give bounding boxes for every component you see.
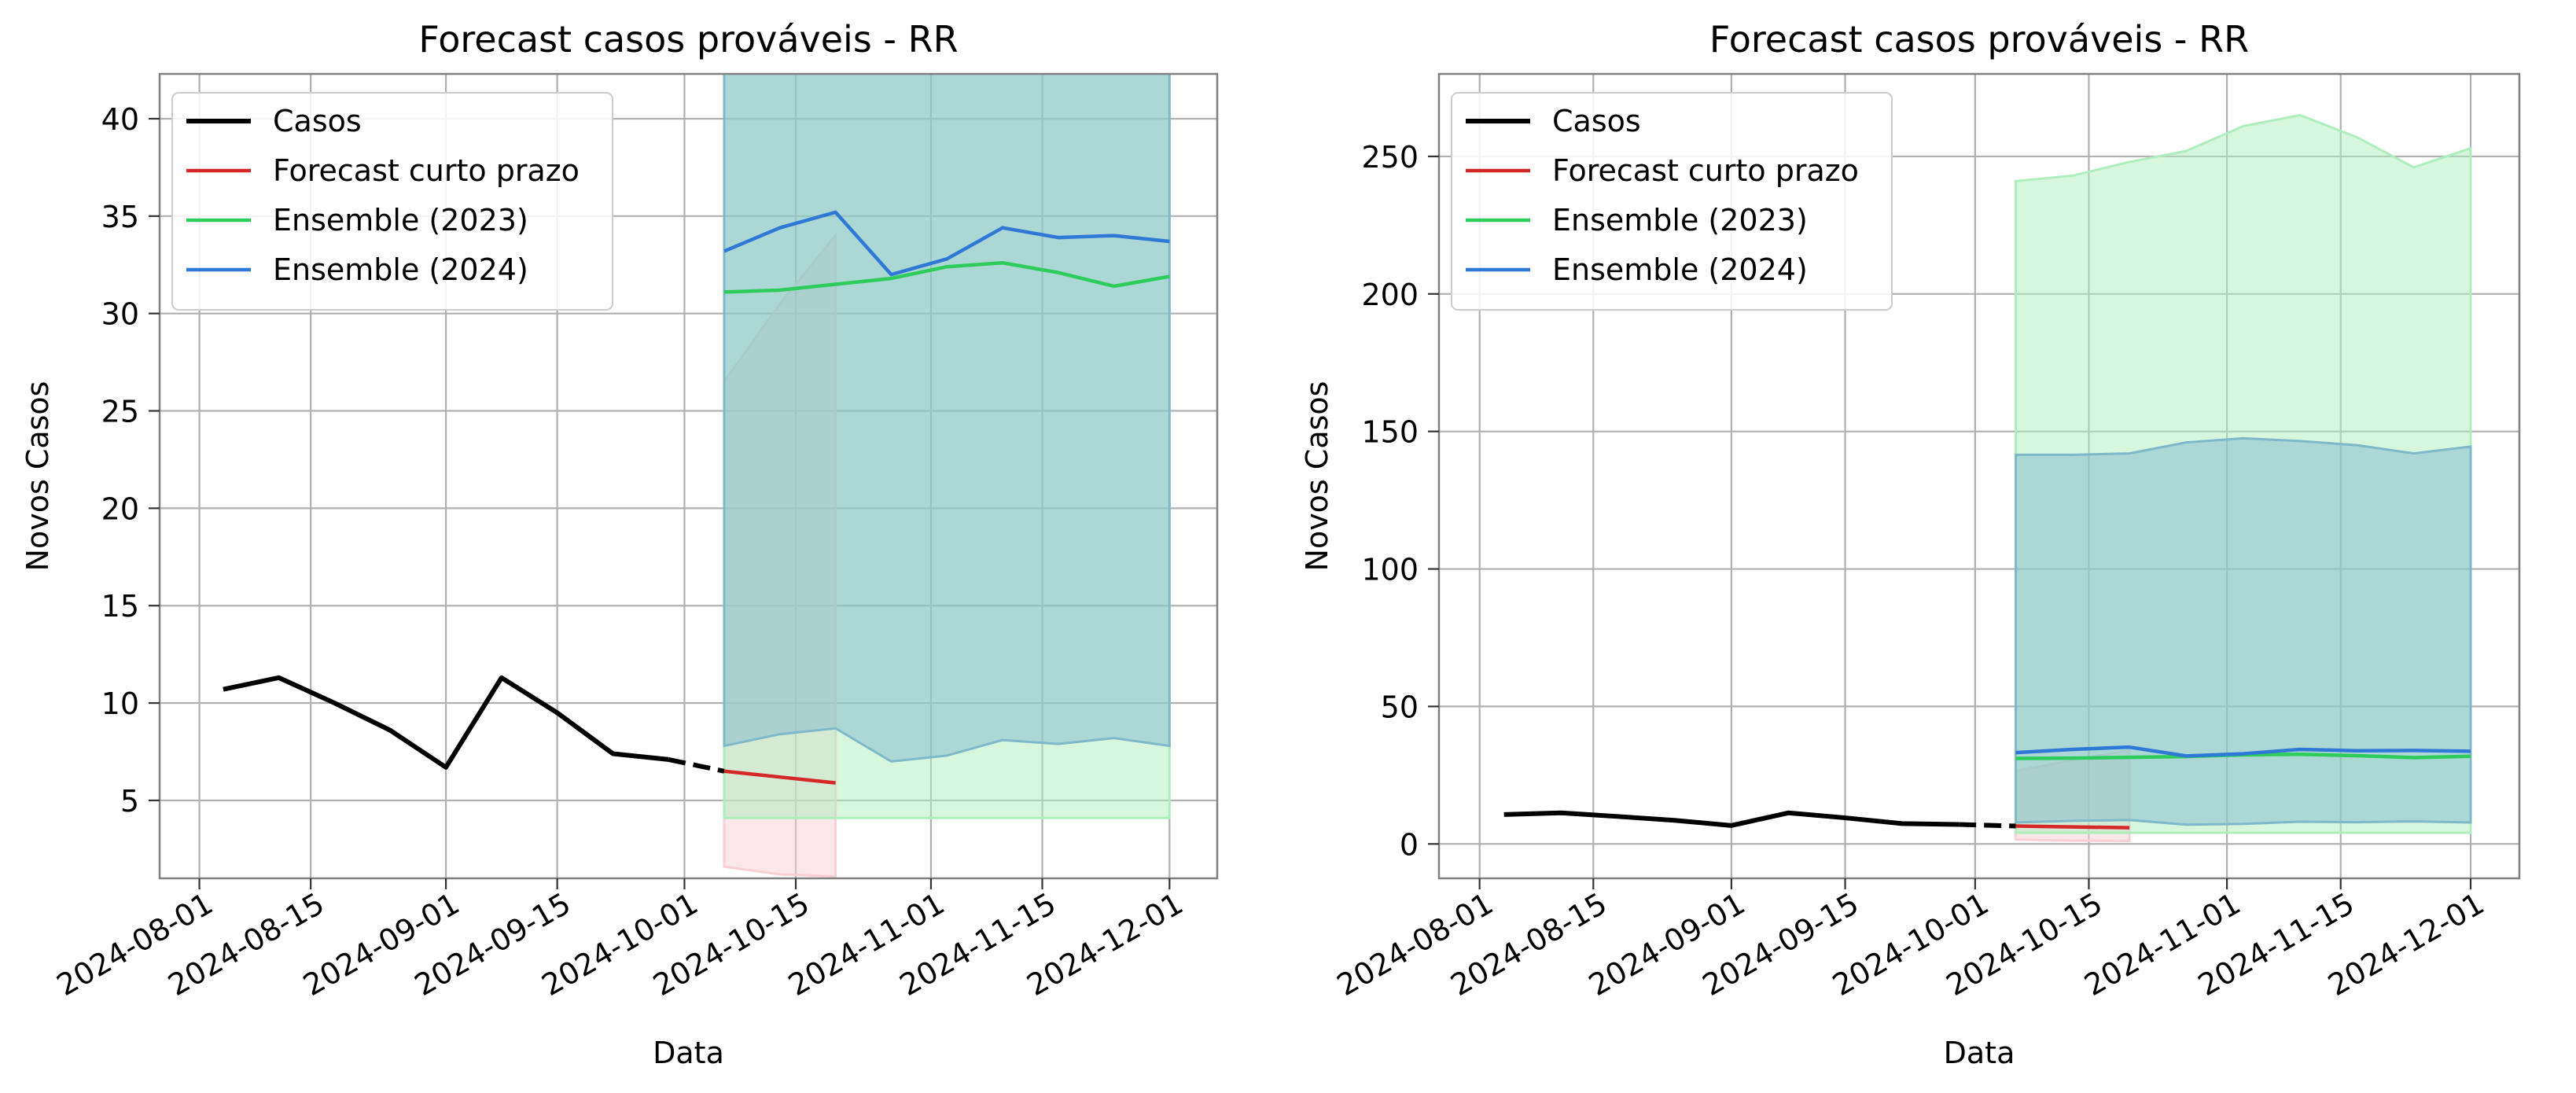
y-tick-label: 30 — [101, 297, 139, 332]
plot-frame — [158, 72, 1219, 880]
y-axis-label: Novos Casos — [1300, 381, 1334, 572]
series-line — [723, 210, 1170, 277]
y-axis-label: Novos Casos — [20, 381, 55, 572]
y-tick-label: 5 — [120, 784, 139, 819]
series-line — [723, 261, 1170, 294]
x-axis-label: Data — [653, 1036, 724, 1070]
legend-label: Forecast curto prazo — [1552, 153, 1859, 188]
confidence-band — [723, 74, 1171, 763]
series-line — [668, 756, 725, 774]
series-line — [2015, 824, 2130, 830]
legend-label: Forecast curto prazo — [273, 153, 580, 188]
x-axis-label: Data — [1944, 1036, 2015, 1070]
chart-title: Forecast casos prováveis - RR — [418, 18, 958, 61]
legend-label: Ensemble (2023) — [1552, 203, 1808, 237]
confidence-band — [2014, 436, 2472, 826]
y-tick-label: 25 — [101, 395, 139, 429]
legend-label: Casos — [1552, 104, 1641, 138]
series-line — [2015, 745, 2471, 758]
y-tick-label: 50 — [1381, 690, 1419, 724]
y-tick-label: 15 — [101, 589, 139, 624]
y-tick-label: 250 — [1361, 140, 1419, 175]
legend: Casos Forecast curto prazo Ensemble (2023)… — [171, 92, 613, 311]
series-line — [1503, 810, 1960, 828]
chart-panel-2: Forecast casos prováveis - RR 0 50 100 150 20… — [1300, 18, 2521, 1070]
series-line — [223, 675, 669, 770]
y-tick-label: 150 — [1361, 415, 1419, 450]
plot-frame — [1437, 72, 2521, 880]
chart-panel-1: Forecast casos prováveis - RR 5 10 15 20 25 30… — [20, 18, 1219, 1070]
y-tick-label: 10 — [101, 686, 139, 721]
y-tick-label: 40 — [101, 102, 139, 137]
y-tick-label: 0 — [1400, 827, 1419, 862]
y-tick-label: 100 — [1361, 553, 1419, 587]
y-tick-label: 200 — [1361, 278, 1419, 312]
series-line — [723, 769, 836, 785]
legend-label: Casos — [273, 104, 362, 138]
legend-box — [1451, 92, 1893, 311]
legend-box — [171, 92, 613, 311]
y-tick-label: 20 — [101, 491, 139, 526]
series-line — [1959, 822, 2016, 829]
chart-title: Forecast casos prováveis - RR — [1709, 18, 2249, 61]
legend-label: Ensemble (2023) — [273, 203, 528, 237]
legend-label: Ensemble (2024) — [1552, 252, 1808, 287]
plot-area — [1503, 113, 2472, 842]
y-tick-label: 35 — [101, 200, 139, 234]
legend: Casos Forecast curto prazo Ensemble (2023)… — [1451, 92, 1893, 311]
legend-label: Ensemble (2024) — [273, 252, 528, 287]
plot-area — [223, 74, 1171, 878]
